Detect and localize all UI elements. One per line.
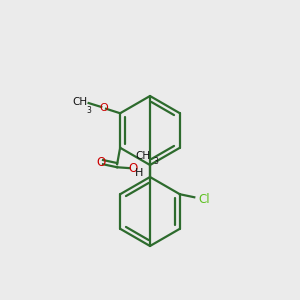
Text: CH: CH [72, 98, 87, 107]
Text: H: H [135, 168, 143, 178]
Text: O: O [128, 162, 137, 175]
Text: 3: 3 [153, 157, 158, 166]
Text: Cl: Cl [199, 193, 210, 206]
Text: O: O [99, 103, 108, 113]
Text: O: O [96, 156, 105, 169]
Text: 3: 3 [86, 106, 91, 115]
Text: CH: CH [135, 152, 150, 161]
